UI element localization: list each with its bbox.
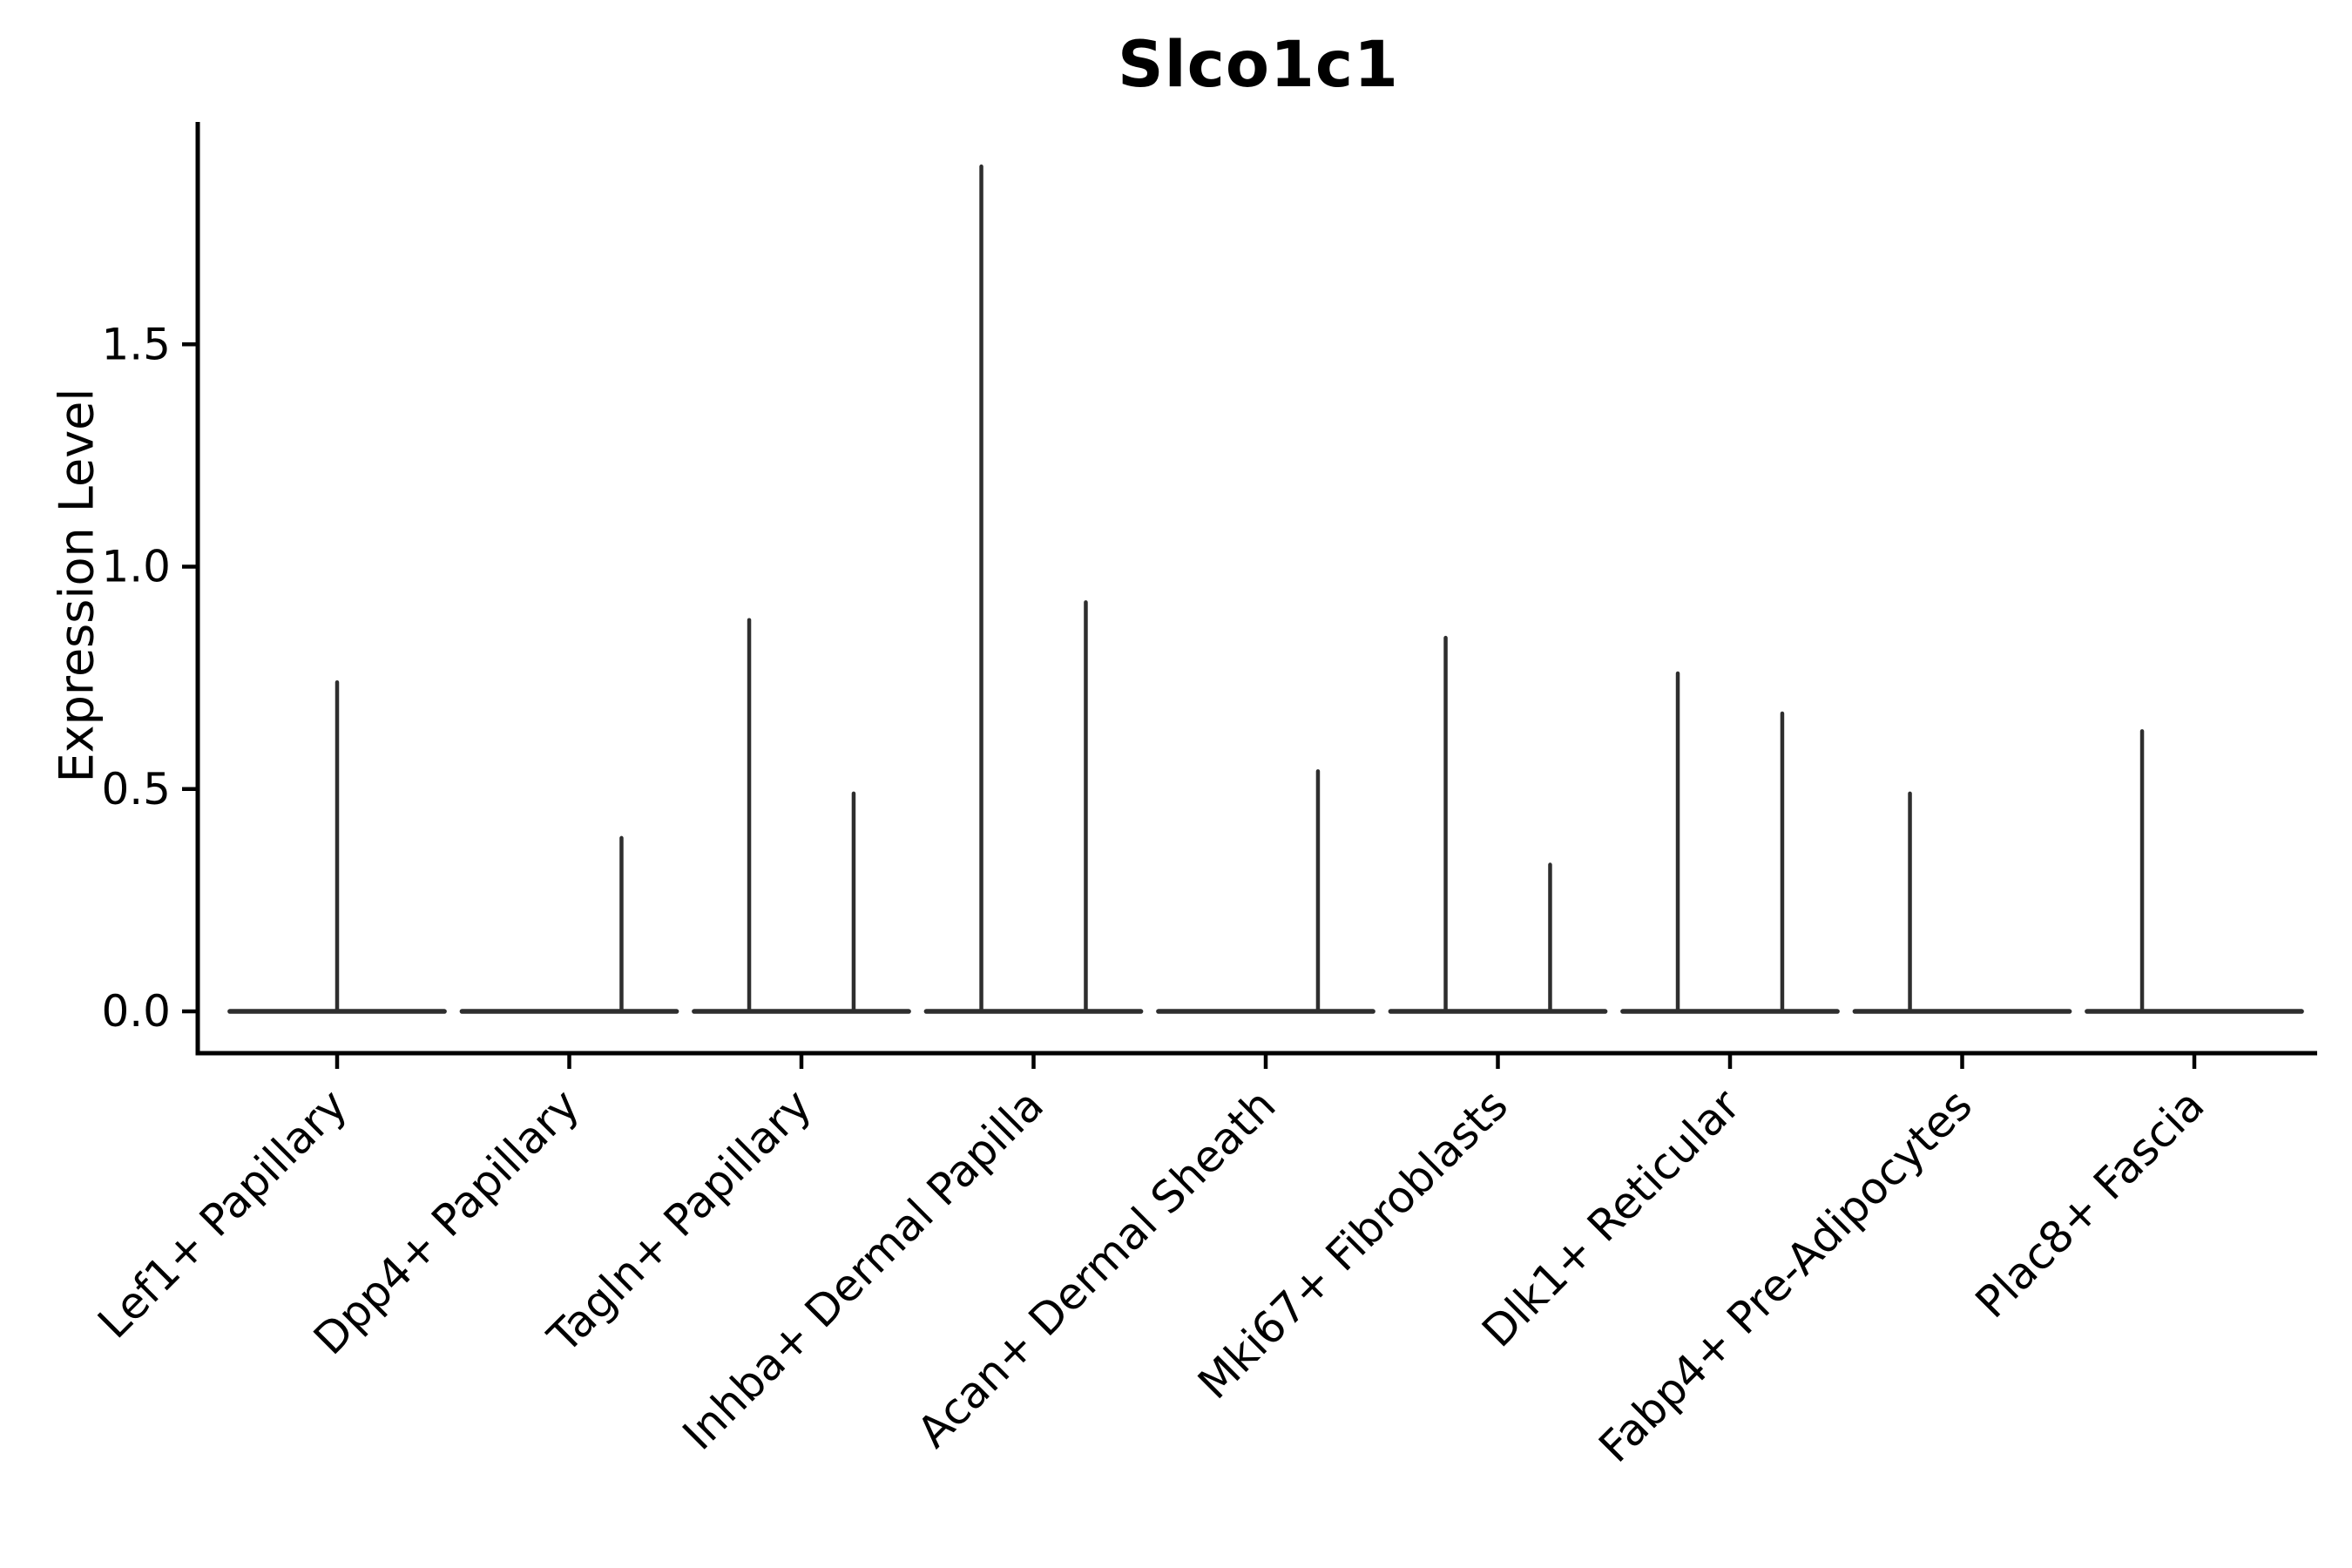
y-tick-label: 0.5 xyxy=(101,764,171,814)
x-tick-label: Dlk1+ Reticular xyxy=(1472,1079,1749,1356)
y-tick-label: 0.0 xyxy=(101,986,171,1037)
x-tick-label: Lef1+ Papillary xyxy=(88,1079,356,1348)
x-tick-label: Plac8+ Fascia xyxy=(1966,1079,2214,1328)
y-tick-label: 1.0 xyxy=(101,542,171,592)
plot-title: Slco1c1 xyxy=(1118,28,1399,102)
x-tick-label: Fabp4+ Pre-Adipocytes xyxy=(1589,1079,1982,1472)
y-tick-label: 1.5 xyxy=(101,319,171,369)
